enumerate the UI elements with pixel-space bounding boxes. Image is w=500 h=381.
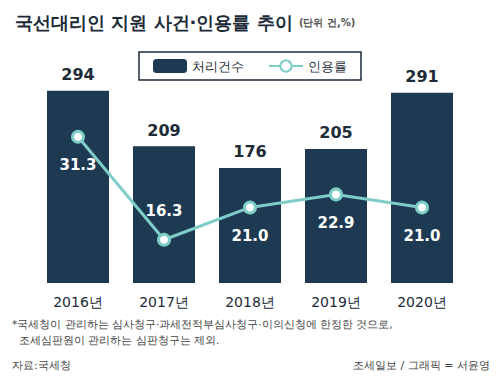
svg-text:2019년: 2019년 — [311, 294, 361, 310]
svg-text:자료:국세청: 자료:국세청 — [12, 359, 71, 372]
svg-text:처리건수: 처리건수 — [192, 59, 244, 74]
svg-text:21.0: 21.0 — [231, 227, 268, 245]
svg-text:209: 209 — [147, 121, 180, 140]
svg-text:205: 205 — [319, 123, 352, 142]
svg-text:176: 176 — [233, 142, 266, 161]
svg-text:국선대리인 지원 사건·인용률 추이: 국선대리인 지원 사건·인용률 추이 — [15, 12, 293, 33]
svg-text:291: 291 — [405, 67, 438, 86]
svg-text:31.3: 31.3 — [59, 156, 96, 174]
svg-text:22.9: 22.9 — [317, 214, 354, 232]
svg-text:조세일보 / 그래픽 = 서윤영: 조세일보 / 그래픽 = 서윤영 — [353, 359, 490, 372]
svg-text:2016년: 2016년 — [53, 294, 103, 310]
svg-text:*국세청이 관리하는 심사청구·과세전적부심사청구·이의신청: *국세청이 관리하는 심사청구·과세전적부심사청구·이의신청에 한정한 것으로, — [12, 318, 393, 330]
svg-text:2020년: 2020년 — [397, 294, 447, 310]
svg-text:2017년: 2017년 — [139, 294, 189, 310]
svg-text:21.0: 21.0 — [403, 227, 440, 245]
svg-text:조세심판원이 관리하는 심판청구는 제외.: 조세심판원이 관리하는 심판청구는 제외. — [19, 334, 219, 346]
svg-text:294: 294 — [61, 65, 94, 84]
svg-text:2018년: 2018년 — [225, 294, 275, 310]
svg-text:인용률: 인용률 — [308, 59, 347, 74]
svg-text:(단위 건,%): (단위 건,%) — [299, 17, 355, 28]
svg-text:16.3: 16.3 — [145, 202, 182, 220]
